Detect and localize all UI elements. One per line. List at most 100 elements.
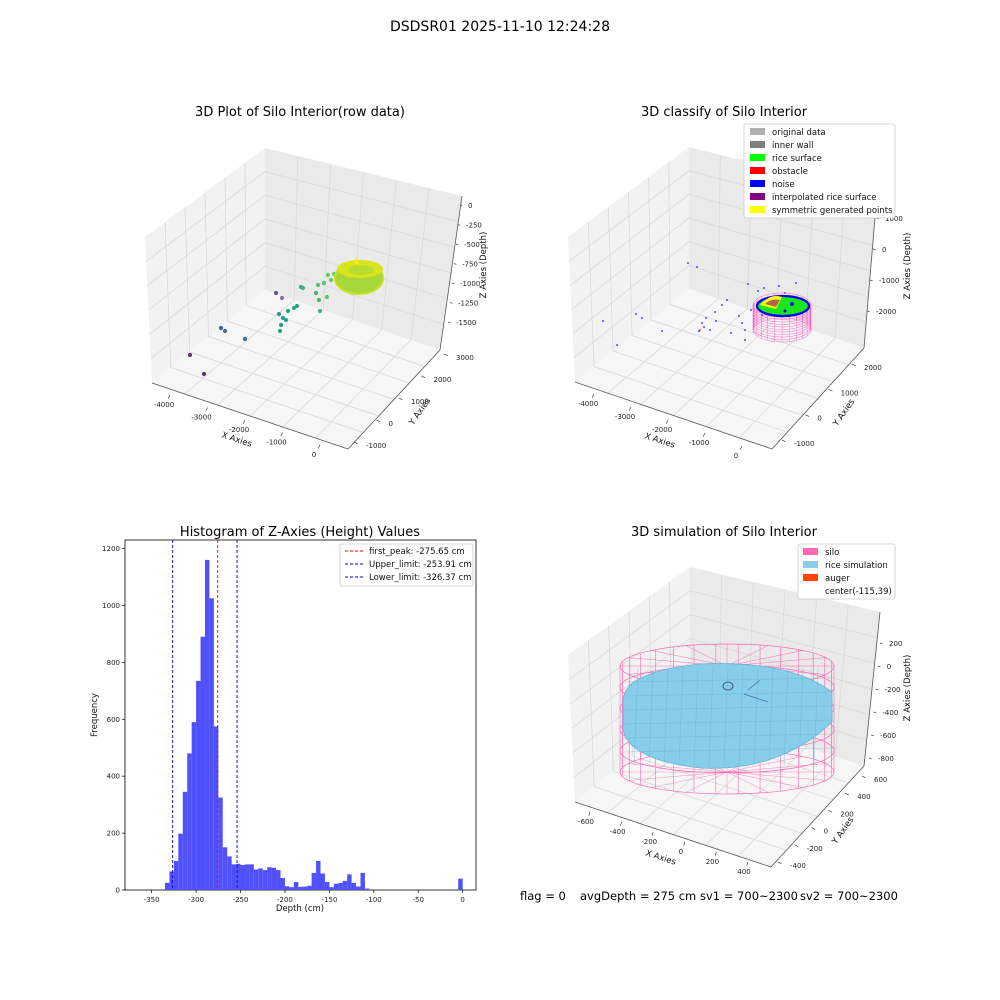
p1-x-tick-mark (242, 419, 246, 424)
p1-y-tick-mark (443, 353, 448, 357)
p4-x-tick-mark (746, 861, 749, 866)
data-point (187, 352, 193, 358)
p2-x-tick-label: 0 (734, 452, 738, 460)
p1-x-tick-mark (205, 407, 208, 412)
histogram-bar (351, 882, 357, 890)
panel2-xlabel: X Axies (643, 431, 676, 450)
p1-x-tick-label: -1000 (266, 439, 286, 447)
p2-y-tick-mark (851, 363, 856, 367)
histogram-bar (329, 887, 334, 890)
histogram-bar (324, 882, 330, 890)
noise-point (738, 315, 740, 317)
noise-point (741, 322, 743, 324)
pane-back (568, 147, 689, 382)
silo-floor-spoke (726, 771, 803, 788)
p1-x-tick-label: 0 (312, 451, 316, 459)
histogram-bar (356, 886, 361, 890)
p2-y-tick-label: 2000 (864, 364, 882, 372)
histogram-bar (333, 883, 339, 890)
noise-point (778, 285, 780, 287)
p4-z-tick-label: -400 (882, 709, 898, 717)
legend-swatch (750, 167, 765, 174)
histogram-bar (209, 598, 214, 890)
legend-swatch (750, 154, 765, 161)
histogram-bar (200, 636, 205, 890)
rice-mesh-line (678, 667, 684, 767)
grid-line (570, 614, 875, 705)
p1-y-tick-mark (398, 397, 403, 401)
p4-z-tick-label: -800 (878, 755, 894, 763)
grid-line (568, 590, 878, 680)
histogram-bar (236, 863, 241, 890)
p4-x-tick-label: -200 (641, 838, 657, 846)
data-point (201, 371, 207, 377)
legend-swatch (750, 128, 765, 135)
p4-z-tick-mark (877, 665, 881, 668)
p1-z-tick-label: -250 (466, 222, 482, 230)
histogram-bar (262, 870, 268, 890)
panel4-y-ticks: -400 -200 0 200 400 600 (777, 775, 887, 870)
panel1-zlabel: Z Axies (Depth) (479, 232, 489, 299)
data-point (325, 272, 331, 278)
histogram-bar (178, 833, 183, 890)
p2-x-tick-mark (628, 406, 632, 411)
p2-x-tick-mark (591, 393, 595, 398)
histogram-bar (338, 882, 343, 890)
data-point (242, 336, 248, 342)
status-sv1: sv1 = 700~2300 (700, 889, 798, 903)
p4-y-tick-mark (845, 792, 849, 796)
p4-y-tick-label: 400 (857, 793, 870, 801)
legend-label: silo (825, 548, 839, 558)
data-point (276, 311, 282, 317)
p4-x-tick-label: 0 (679, 848, 683, 856)
histogram-bar (280, 878, 285, 890)
p1-z-tick-label: -500 (464, 241, 480, 249)
z-axis-line (863, 611, 881, 767)
x-tick-label: -300 (188, 896, 204, 904)
rice-mesh-line (753, 667, 759, 767)
p1-y-tick-label: 0 (389, 420, 393, 428)
x-tick-label: -350 (144, 896, 160, 904)
noise-point (763, 287, 765, 289)
rice-mesh-line (623, 705, 833, 711)
auger-line (747, 679, 761, 691)
legend-swatch (750, 141, 765, 148)
data-point (317, 308, 323, 314)
noise-point (714, 311, 716, 313)
histogram-bar (360, 872, 365, 890)
panel4-xlabel: X Axies (644, 848, 677, 867)
silo-floor-spoke (628, 771, 728, 781)
noise-point (705, 317, 707, 319)
data-point (294, 303, 300, 309)
silo-floor-spoke (726, 771, 826, 781)
histogram-bar (293, 882, 299, 890)
p2-z-tick-mark (869, 279, 873, 282)
legend-swatch (803, 574, 818, 581)
p4-y-tick-label: 0 (824, 828, 828, 836)
grid-line (669, 304, 849, 366)
rice-mesh-line (798, 667, 804, 767)
panel2-y-ticks: -1000 0 1000 2000 (781, 363, 882, 448)
histogram-bar (249, 864, 254, 890)
histogram-bar (240, 864, 245, 890)
legend-label: auger (825, 574, 850, 584)
data-point (280, 315, 286, 321)
x-axis-line (151, 382, 349, 450)
p4-x-tick-label: 200 (706, 858, 719, 866)
noise-point (757, 290, 759, 292)
rice-mesh-line (693, 667, 699, 767)
y-tick-label: 200 (107, 830, 120, 838)
pane-right (265, 148, 462, 350)
noise-point (696, 266, 698, 268)
p4-y-tick-label: -400 (790, 862, 806, 870)
p4-x-tick-mark (714, 851, 717, 856)
histogram-bar (204, 559, 210, 890)
status-avg-depth: avgDepth = 275 cm (580, 889, 696, 903)
silo-floor-spoke (628, 763, 728, 773)
x-axis-line (574, 801, 772, 868)
x-tick-label: -50 (413, 896, 424, 904)
histogram-bar (218, 797, 223, 890)
histogram-xlabel: Depth (cm) (276, 904, 324, 914)
data-point (321, 280, 327, 286)
